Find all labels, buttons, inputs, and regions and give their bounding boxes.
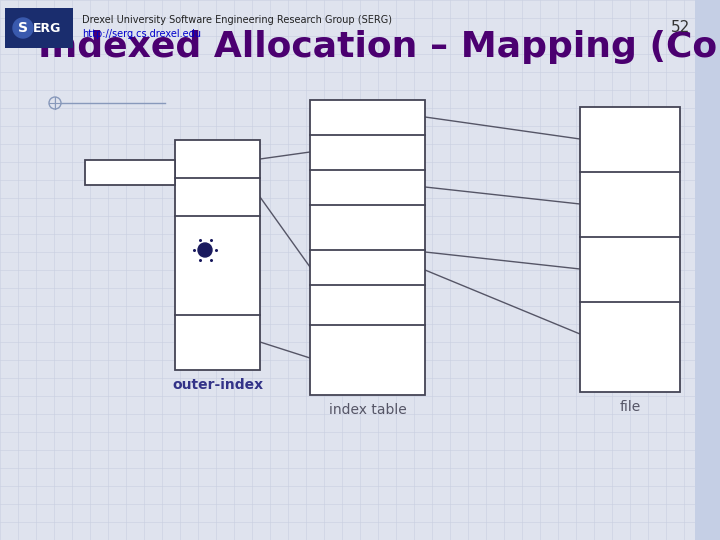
- Bar: [695, 0, 720, 540]
- Text: 52: 52: [671, 21, 690, 36]
- Text: Indexed Allocation – Mapping (Cont.): Indexed Allocation – Mapping (Cont.): [38, 30, 720, 64]
- Bar: [310, 100, 425, 395]
- Text: ERG: ERG: [33, 22, 61, 35]
- Circle shape: [198, 243, 212, 257]
- Text: file: file: [619, 400, 641, 414]
- Bar: [5, 8, 73, 48]
- Bar: [175, 140, 260, 370]
- Bar: [580, 107, 680, 392]
- Text: http://serg.cs.drexel.edu: http://serg.cs.drexel.edu: [82, 29, 201, 39]
- Text: outer-index: outer-index: [172, 378, 263, 392]
- Circle shape: [13, 18, 33, 38]
- Bar: [85, 160, 175, 185]
- Text: Drexel University Software Engineering Research Group (SERG): Drexel University Software Engineering R…: [82, 15, 392, 25]
- Text: S: S: [18, 21, 28, 35]
- Text: index table: index table: [328, 403, 406, 417]
